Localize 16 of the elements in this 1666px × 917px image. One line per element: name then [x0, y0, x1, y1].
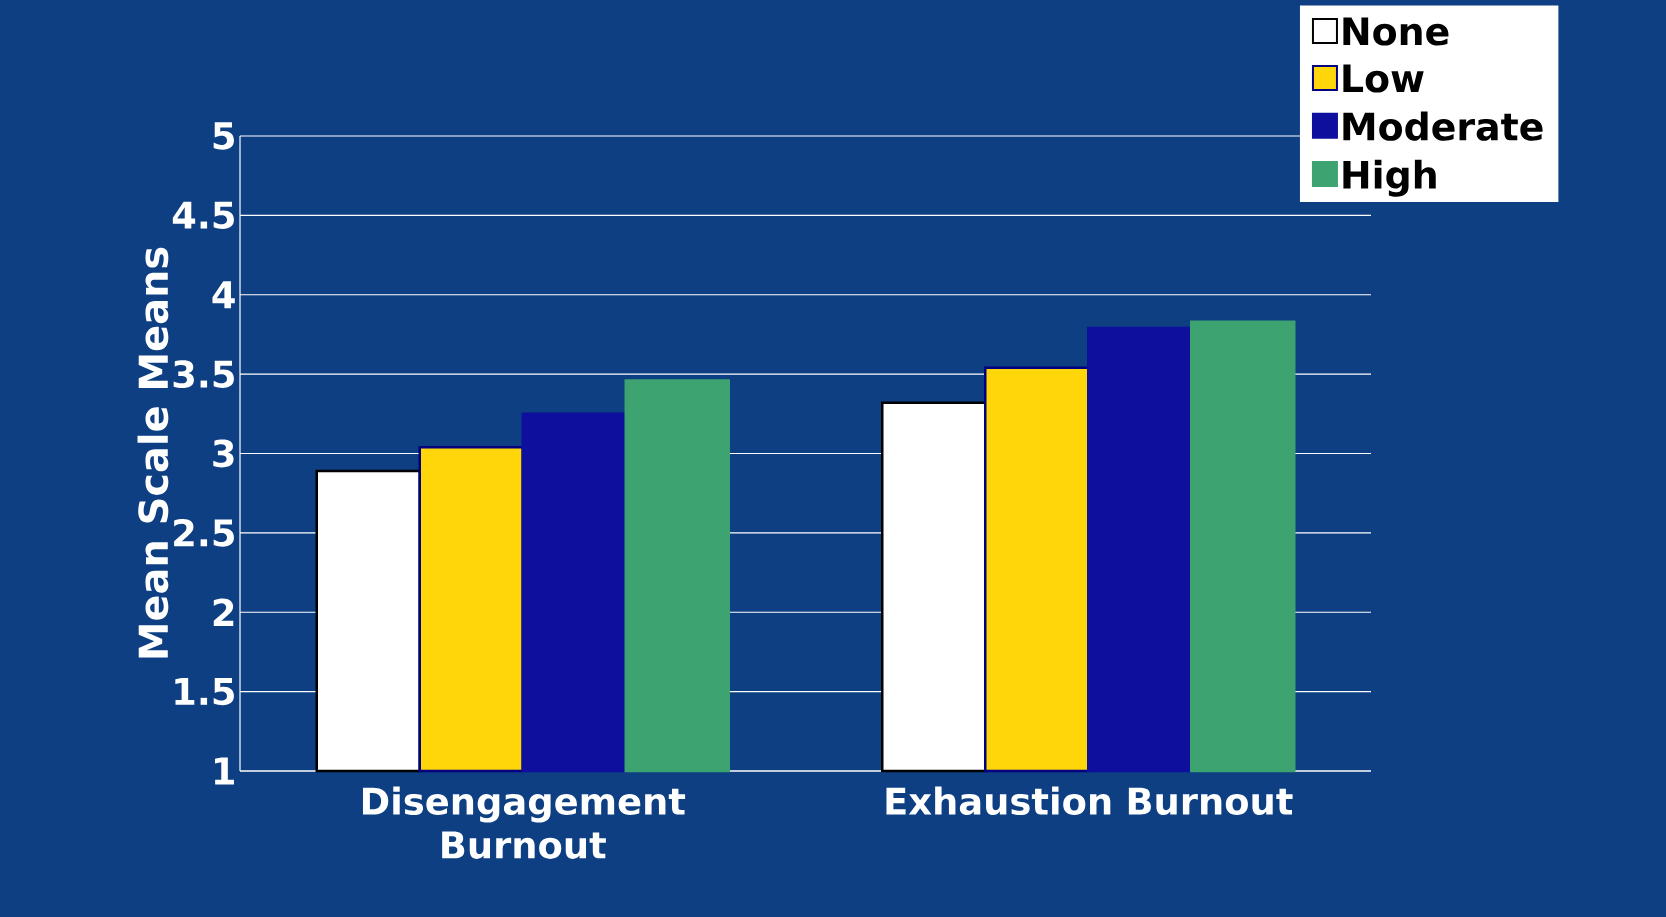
- y-tick-label: 5: [213, 122, 234, 150]
- y-tick-label: 4.5: [172, 201, 234, 230]
- y-tick-label: 4: [212, 281, 235, 309]
- legend-label: High: [1343, 159, 1436, 197]
- y-tick-label: 1.5: [175, 677, 234, 706]
- y-tick-label: 1: [214, 757, 234, 785]
- y-axis-title: Mean Scale Means: [137, 247, 169, 658]
- y-tick-label: 2.5: [174, 518, 234, 547]
- y-tick-label: 3: [213, 439, 234, 468]
- legend-label: Moderate: [1343, 111, 1543, 141]
- x-tick-label: Exhaustion Burnout: [886, 786, 1293, 816]
- y-tick-label: 2: [213, 598, 234, 626]
- legend-label: None: [1343, 17, 1449, 46]
- legend-label: Low: [1343, 64, 1424, 93]
- x-tick-label: Disengagement Burnout: [362, 786, 686, 859]
- y-tick-label: 3.5: [173, 360, 234, 389]
